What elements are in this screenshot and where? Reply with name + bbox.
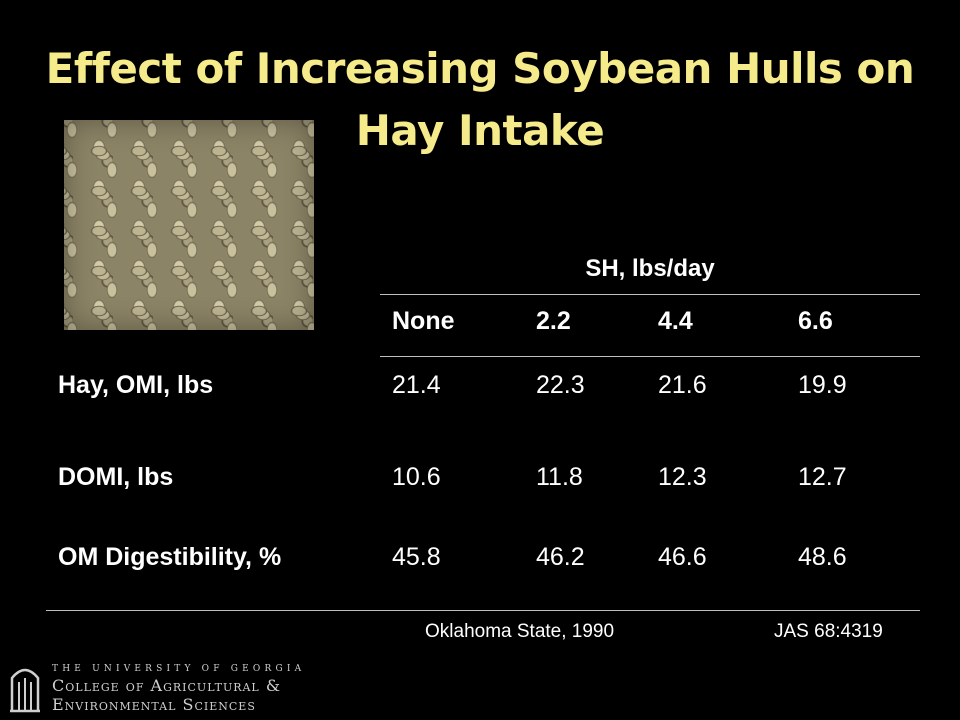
row-label-om-digestibility: OM Digestibility, % bbox=[58, 543, 282, 571]
table-cell: 21.6 bbox=[658, 371, 707, 399]
source-note: Oklahoma State, 1990 bbox=[425, 621, 615, 642]
table-cell: 45.8 bbox=[392, 543, 441, 571]
table-bottom-rule bbox=[46, 610, 920, 611]
table-cell: 10.6 bbox=[392, 463, 441, 491]
arch-columns-icon bbox=[10, 668, 40, 713]
table-cell: 22.3 bbox=[536, 371, 585, 399]
table-cell: 48.6 bbox=[798, 543, 847, 571]
table-cell: 46.6 bbox=[658, 543, 707, 571]
header-top-rule bbox=[380, 294, 920, 295]
table-cell: 12.3 bbox=[658, 463, 707, 491]
column-header-2-2: 2.2 bbox=[536, 307, 571, 335]
logo-line-sciences: Environmental Sciences bbox=[52, 695, 256, 714]
row-label-domi: DOMI, lbs bbox=[58, 463, 174, 491]
column-header-none: None bbox=[392, 307, 455, 335]
logo-line-college: College of Agricultural & bbox=[52, 676, 282, 695]
table-cell: 12.7 bbox=[798, 463, 847, 491]
table-cell: 11.8 bbox=[536, 463, 583, 491]
table-cell: 19.9 bbox=[798, 371, 847, 399]
uga-caes-logo: THE UNIVERSITY OF GEORGIA College of Agr… bbox=[8, 662, 308, 716]
row-label-hay-omi: Hay, OMI, lbs bbox=[58, 371, 214, 399]
header-bottom-rule bbox=[380, 356, 920, 357]
logo-line-university: THE UNIVERSITY OF GEORGIA bbox=[52, 664, 306, 674]
soybean-hull-pellets-image bbox=[64, 120, 314, 330]
column-header-4-4: 4.4 bbox=[658, 307, 693, 335]
table-cell: 21.4 bbox=[392, 371, 441, 399]
slide-title: Effect of Increasing Soybean Hulls on Ha… bbox=[45, 44, 915, 155]
column-group-header: SH, lbs/day bbox=[585, 255, 715, 282]
column-header-6-6: 6.6 bbox=[798, 307, 833, 335]
citation-note: JAS 68:4319 bbox=[774, 621, 883, 642]
table-cell: 46.2 bbox=[536, 543, 585, 571]
